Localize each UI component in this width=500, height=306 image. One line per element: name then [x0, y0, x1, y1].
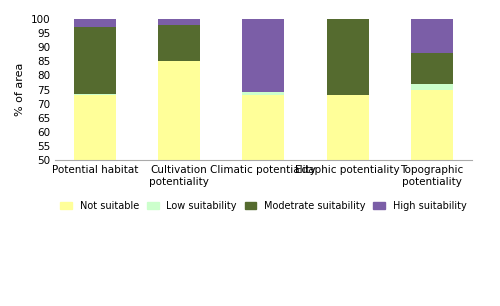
Bar — [158, 25, 200, 62]
Bar — [74, 19, 116, 28]
Bar — [411, 19, 453, 53]
Bar — [74, 94, 116, 95]
Bar — [242, 19, 284, 92]
Bar — [158, 19, 200, 25]
Bar — [74, 28, 116, 94]
Bar — [411, 90, 453, 160]
Legend: Not suitable, Low suitability, Modetrate suitability, High suitability: Not suitable, Low suitability, Modetrate… — [56, 197, 470, 215]
Bar — [411, 53, 453, 84]
Bar — [411, 84, 453, 90]
Bar — [326, 19, 368, 95]
Y-axis label: % of area: % of area — [15, 63, 25, 116]
Bar — [242, 95, 284, 160]
Bar — [242, 92, 284, 95]
Bar — [326, 95, 368, 160]
Bar — [158, 62, 200, 160]
Bar — [74, 95, 116, 160]
